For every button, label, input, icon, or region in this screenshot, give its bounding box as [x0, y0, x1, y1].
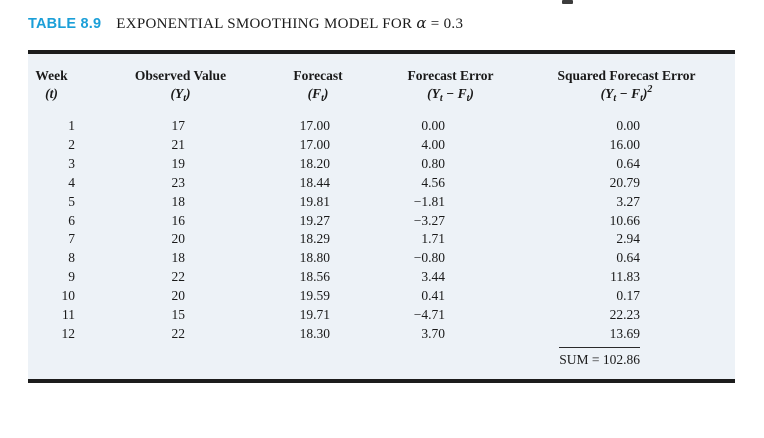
table-row: 10 20 19.59 0.41 0.17: [28, 287, 735, 306]
cell: 19.59: [299, 288, 330, 304]
cell: 18.44: [299, 174, 330, 190]
cell: 0.00: [616, 118, 640, 133]
cell: 4: [68, 174, 75, 190]
cell: 0.64: [616, 155, 640, 171]
table-row: 5 18 19.81 −1.81 3.27: [28, 193, 735, 212]
table-row: 8 18 18.80 −0.80 0.64: [28, 249, 735, 268]
cell: 2.94: [616, 231, 640, 247]
column-header-observed-value: Observed Value (Yt): [134, 68, 227, 104]
cell: 18.29: [299, 231, 330, 247]
cell: 3: [68, 155, 75, 171]
cell: 12: [61, 325, 76, 341]
column-header-forecast: Forecast (Ft): [293, 68, 343, 104]
cell: 18.80: [299, 250, 330, 266]
cell: −3.27: [413, 212, 445, 228]
cell: 8: [68, 250, 75, 266]
table-header: Week (t) Observed Value (Yt) Forecast (F…: [28, 54, 735, 117]
cell: 18.30: [299, 325, 330, 341]
cell: 16: [171, 212, 186, 228]
cell: 0.41: [421, 288, 445, 304]
cell: 0.00: [421, 118, 445, 133]
alpha-value: = 0.3: [430, 16, 464, 32]
table-footer: SUM = 102.86: [28, 344, 735, 369]
cell: 21: [171, 136, 186, 152]
cell: 9: [68, 269, 75, 285]
cell: 3.27: [616, 193, 640, 209]
sum-value: SUM = 102.86: [559, 346, 640, 368]
cell: 22: [171, 269, 186, 285]
cell: 22.23: [609, 307, 640, 323]
table-row: 7 20 18.29 1.71 2.94: [28, 230, 735, 249]
table-row: 3 19 18.20 0.80 0.64: [28, 155, 735, 174]
cell: 17: [171, 118, 186, 133]
cell: 0.17: [616, 288, 640, 304]
cell: 15: [171, 307, 186, 323]
cell: 18.20: [299, 155, 330, 171]
cell: 19.27: [299, 212, 330, 228]
cell: 11: [62, 307, 75, 323]
cell: 19.81: [299, 193, 330, 209]
data-table-container: Week (t) Observed Value (Yt) Forecast (F…: [28, 50, 735, 383]
cell: 19.71: [299, 307, 330, 323]
cell: 5: [68, 193, 75, 209]
cell: 18: [171, 250, 186, 266]
table-row: 11 15 19.71 −4.71 22.23: [28, 306, 735, 325]
cell: 7: [68, 231, 75, 247]
cell: 6: [68, 212, 75, 228]
table-row: 6 16 19.27 −3.27 10.66: [28, 212, 735, 231]
cell: 20: [171, 231, 186, 247]
cell: 18: [171, 193, 186, 209]
cell: 13.69: [609, 325, 640, 341]
cell: −4.71: [413, 307, 445, 323]
cell: 22: [171, 325, 186, 341]
table-caption: TABLE 8.9 EXPONENTIAL SMOOTHING MODEL FO…: [28, 14, 463, 33]
table-row: 12 22 18.30 3.70 13.69: [28, 325, 735, 344]
column-header-forecast-error: Forecast Error (Yt − Ft): [407, 68, 494, 104]
smoothing-table: Week (t) Observed Value (Yt) Forecast (F…: [28, 54, 735, 369]
cell: 19: [171, 155, 186, 171]
table-row: 1 17 17.00 0.00 0.00: [28, 117, 735, 136]
cell: 0.80: [421, 155, 445, 171]
cell: 3.44: [421, 269, 445, 285]
cell: 3.70: [421, 325, 445, 341]
table-row: 2 21 17.00 4.00 16.00: [28, 136, 735, 155]
cell: 4.00: [421, 136, 445, 152]
cell: 10: [61, 288, 76, 304]
sum-cell: SUM = 102.86: [518, 344, 735, 369]
cell: 10.66: [609, 212, 640, 228]
cell: 1: [68, 118, 75, 133]
sum-row: SUM = 102.86: [28, 344, 735, 369]
cell: 17.00: [299, 118, 330, 133]
alpha-symbol: α: [416, 14, 427, 32]
table-body: 1 17 17.00 0.00 0.00 2 21 17.00 4.00 16.00 3 19 18.2…: [28, 117, 735, 344]
table-title-text: EXPONENTIAL SMOOTHING MODEL FOR α = 0.3: [116, 14, 464, 32]
cell: −1.81: [413, 193, 445, 209]
cell: 20.79: [609, 174, 640, 190]
cell: 23: [171, 174, 186, 190]
cell: 2: [68, 136, 75, 152]
table-row: 9 22 18.56 3.44 11.83: [28, 268, 735, 287]
cell: 20: [171, 288, 186, 304]
cell: 4.56: [421, 174, 445, 190]
cell: −0.80: [413, 250, 445, 266]
cell: 16.00: [609, 136, 640, 152]
table-number-label: TABLE 8.9: [28, 16, 102, 32]
table-row: 4 23 18.44 4.56 20.79: [28, 174, 735, 193]
cell: 18.56: [299, 269, 330, 285]
cell: 0.64: [616, 250, 640, 266]
cell: 11.83: [610, 269, 640, 285]
cell: 17.00: [299, 136, 330, 152]
cropped-text-artifact: [562, 0, 573, 4]
column-header-week: Week (t): [35, 68, 68, 101]
cell: 1.71: [421, 231, 445, 247]
column-header-squared-forecast-error: Squared Forecast Error (Yt − Ft)2: [557, 68, 696, 104]
